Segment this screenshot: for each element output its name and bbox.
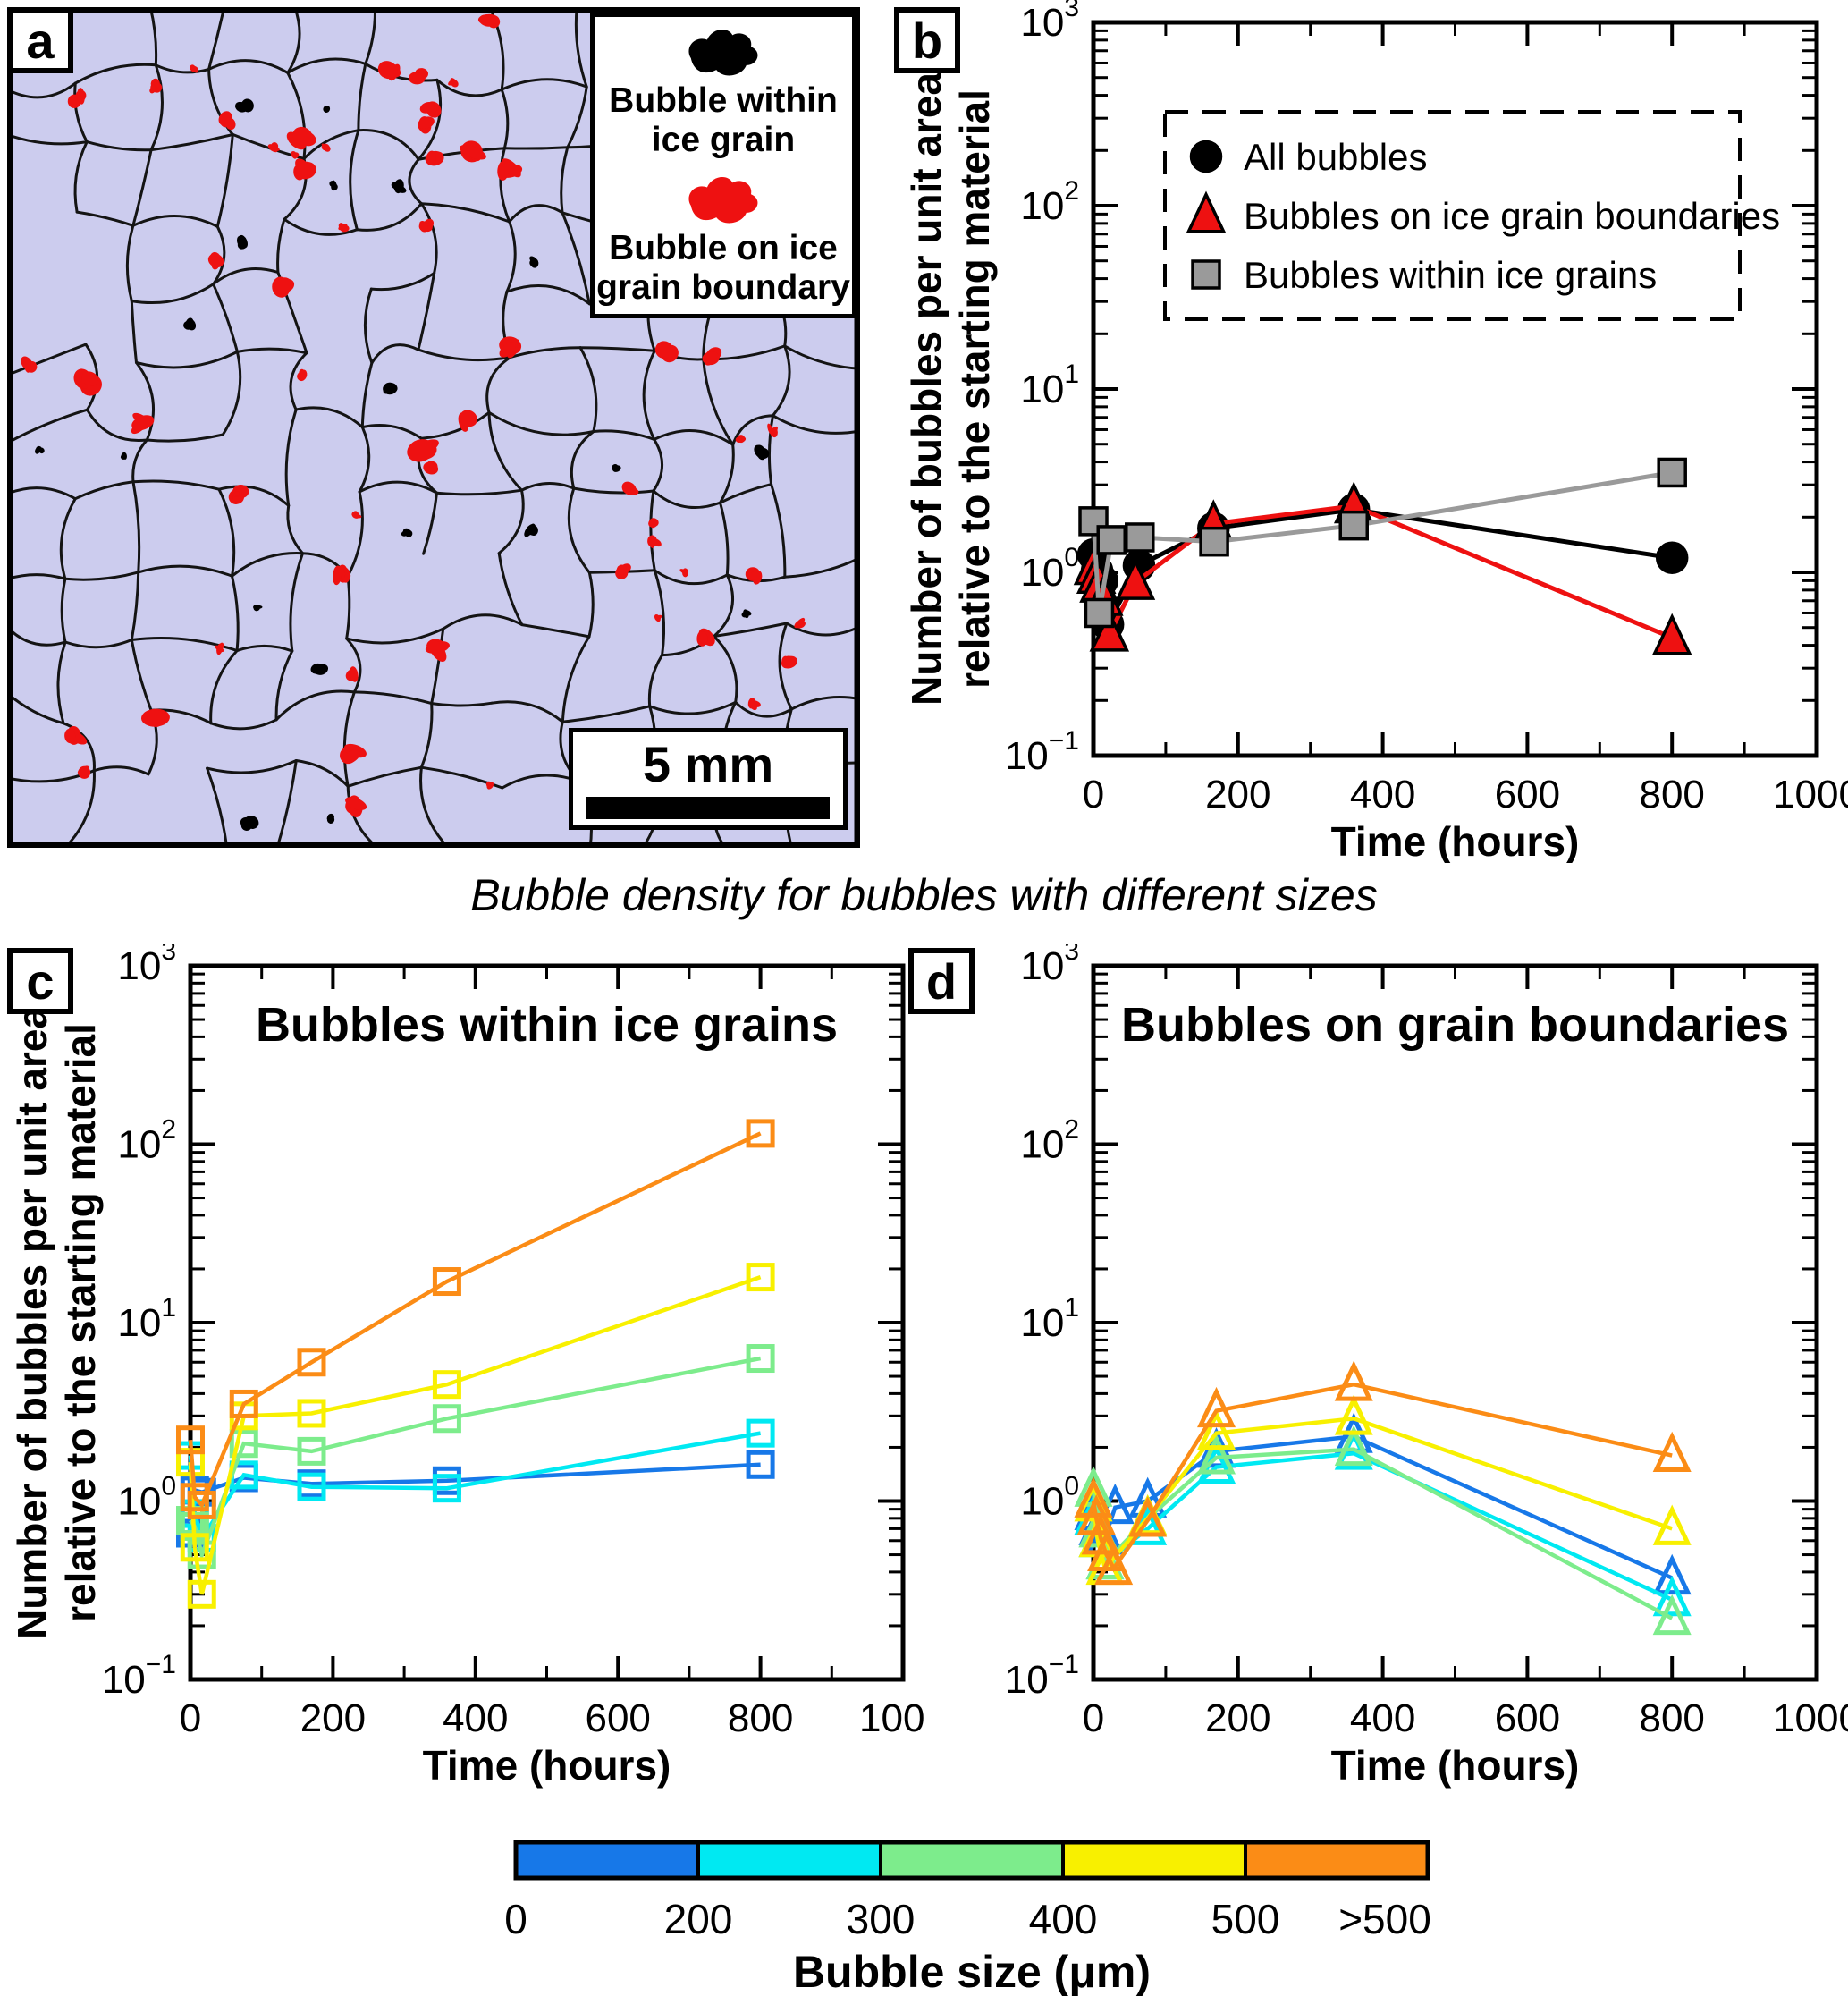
svg-text:400: 400 <box>443 1696 508 1740</box>
axes: 0 200 400 600 800 1000 10−1 100 101 102 103 <box>1005 936 1848 1740</box>
series-size-300-400 <box>176 1344 775 1569</box>
svg-text:1000: 1000 <box>1773 773 1848 816</box>
panel-a-legend: Bubble within ice grain Bubble on ice gr… <box>590 13 856 318</box>
bubble-size-colorbar: 0 200 300 400 500 >500 Bubble size (μm) <box>489 1837 1472 1996</box>
figure-caption: Bubble density for bubbles with differen… <box>470 870 1378 920</box>
series-size-300-400 <box>1074 1425 1692 1636</box>
x-axis-label: Time (hours) <box>1331 818 1580 863</box>
svg-text:800: 800 <box>728 1696 793 1740</box>
colorbar-tick-label: 0 <box>504 1896 527 1942</box>
colorbar-tick-label: 500 <box>1211 1896 1280 1942</box>
y-axis-label-line-2: relative to the starting material <box>951 89 998 689</box>
chart-d: 0 200 400 600 800 1000 10−1 100 101 102 103 Bubbles… <box>924 936 1848 1798</box>
svg-text:102: 102 <box>1020 1115 1079 1167</box>
chart-b-svg: 0 200 400 600 800 1000 10−1 100 101 102 103 Time (h… <box>903 0 1848 865</box>
panel-label-a: a <box>7 7 73 73</box>
scale-bar: 5 mm <box>569 728 848 830</box>
svg-text:10−1: 10−1 <box>102 1650 176 1702</box>
colorbar-title: Bubble size (μm) <box>793 1947 1151 1996</box>
svg-text:200: 200 <box>1205 773 1270 816</box>
bubbles-within-grains <box>35 98 770 831</box>
panel-label-d: d <box>908 948 975 1014</box>
svg-text:102: 102 <box>117 1115 176 1167</box>
svg-text:600: 600 <box>1495 773 1560 816</box>
colorbar-segment-2 <box>698 1842 881 1878</box>
x-axis-label: Time (hours) <box>1331 1742 1580 1789</box>
series-size-400-500 <box>1074 1394 1692 1586</box>
svg-text:0: 0 <box>1083 1696 1104 1740</box>
colorbar-segment-4 <box>1063 1842 1245 1878</box>
axes: 0 200 400 600 800 1000 10−1 100 101 102 103 <box>102 936 947 1740</box>
colorbar-tick-label: 400 <box>1029 1896 1098 1942</box>
legend-item-bubbles-on-ice-grain-boundaries: Bubbles on ice grain boundaries <box>1244 195 1780 237</box>
svg-text:103: 103 <box>1020 944 1079 988</box>
chart-d-svg: 0 200 400 600 800 1000 10−1 100 101 102 103 Bubbles… <box>1005 936 1848 1789</box>
svg-text:400: 400 <box>1350 1696 1415 1740</box>
legend-a-item-1-line-2: ice grain <box>651 120 796 159</box>
svg-text:102: 102 <box>1020 176 1079 228</box>
axes: 0 200 400 600 800 1000 10−1 100 101 102 103 <box>1005 0 1848 816</box>
series-size-200-300 <box>176 1418 775 1552</box>
chart-d-title: Bubbles on grain boundaries <box>1121 998 1789 1052</box>
colorbar-end-label: >500 <box>1338 1896 1431 1942</box>
series-bubbles-on-ice-grain-boundaries <box>1073 481 1692 655</box>
y-axis-label-line-1: Number of bubbles per unit area <box>9 1006 55 1639</box>
svg-text:101: 101 <box>117 1293 176 1345</box>
panel-label-c: c <box>7 948 73 1014</box>
svg-text:100: 100 <box>1020 543 1079 595</box>
legend-a-item-2-line-2: grain boundary <box>596 268 850 308</box>
svg-text:10−1: 10−1 <box>1005 1650 1079 1702</box>
svg-text:800: 800 <box>1639 1696 1704 1740</box>
series-size-gt-500 <box>1074 1360 1692 1586</box>
panel-label-b: b <box>894 7 960 73</box>
chart-c-title: Bubbles within ice grains <box>256 998 838 1052</box>
bubble-within-grain-icon <box>688 29 758 76</box>
legend-item-bubbles-within-ice-grains: Bubbles within ice grains <box>1244 254 1657 296</box>
series-bubbles-within-ice-grains <box>1078 457 1687 629</box>
colorbar-segment-1 <box>516 1842 698 1878</box>
y-axis-label-line-1: Number of bubbles per unit area <box>903 72 949 706</box>
svg-text:600: 600 <box>1495 1696 1560 1740</box>
colorbar-tick-label: 200 <box>664 1896 733 1942</box>
scale-bar-rule <box>586 796 830 819</box>
svg-text:800: 800 <box>1639 773 1704 816</box>
svg-text:1000: 1000 <box>1773 1696 1848 1740</box>
chart-c: 0 200 400 600 800 1000 10−1 100 101 102 103 Bubbles… <box>0 936 947 1798</box>
svg-text:200: 200 <box>1205 1696 1270 1740</box>
chart-b-legend: All bubbles Bubbles on ice grain boundari… <box>1163 110 1780 321</box>
svg-text:101: 101 <box>1020 1293 1079 1345</box>
series-size-gt-500 <box>176 1119 775 1519</box>
series-size-400-500 <box>176 1263 775 1609</box>
legend-a-item-1-line-1: Bubble within <box>609 81 838 120</box>
series-size-200-300 <box>1074 1429 1692 1617</box>
svg-text:0: 0 <box>180 1696 201 1740</box>
svg-text:600: 600 <box>585 1696 650 1740</box>
legend-item-all-bubbles: All bubbles <box>1244 136 1427 178</box>
chart-b: 0 200 400 600 800 1000 10−1 100 101 102 103 Time (h… <box>894 0 1848 867</box>
svg-text:100: 100 <box>117 1472 176 1524</box>
svg-text:10−1: 10−1 <box>1005 726 1079 778</box>
colorbar-segment-3 <box>881 1842 1063 1878</box>
svg-text:101: 101 <box>1020 359 1079 411</box>
svg-text:103: 103 <box>1020 0 1079 45</box>
svg-text:100: 100 <box>1020 1472 1079 1524</box>
chart-c-svg: 0 200 400 600 800 1000 10−1 100 101 102 103 Bubbles… <box>9 936 947 1789</box>
scale-bar-label: 5 mm <box>642 735 774 792</box>
colorbar-tick-label: 300 <box>847 1896 916 1942</box>
svg-text:0: 0 <box>1083 773 1104 816</box>
series-size-0-200 <box>176 1450 775 1548</box>
bubble-on-boundary-icon <box>688 177 758 224</box>
x-axis-label: Time (hours) <box>423 1742 671 1789</box>
y-axis-label-line-2: relative to the starting material <box>57 1023 104 1622</box>
svg-text:200: 200 <box>300 1696 366 1740</box>
bubbles-on-boundaries <box>21 13 806 817</box>
svg-text:103: 103 <box>117 944 176 988</box>
legend-a-item-2-line-1: Bubble on ice <box>609 229 838 268</box>
colorbar-segment-5 <box>1245 1842 1428 1878</box>
svg-text:1000: 1000 <box>859 1696 924 1740</box>
colorbar-svg: 0 200 300 400 500 >500 Bubble size (μm) <box>504 1840 1431 1996</box>
svg-text:400: 400 <box>1350 773 1415 816</box>
